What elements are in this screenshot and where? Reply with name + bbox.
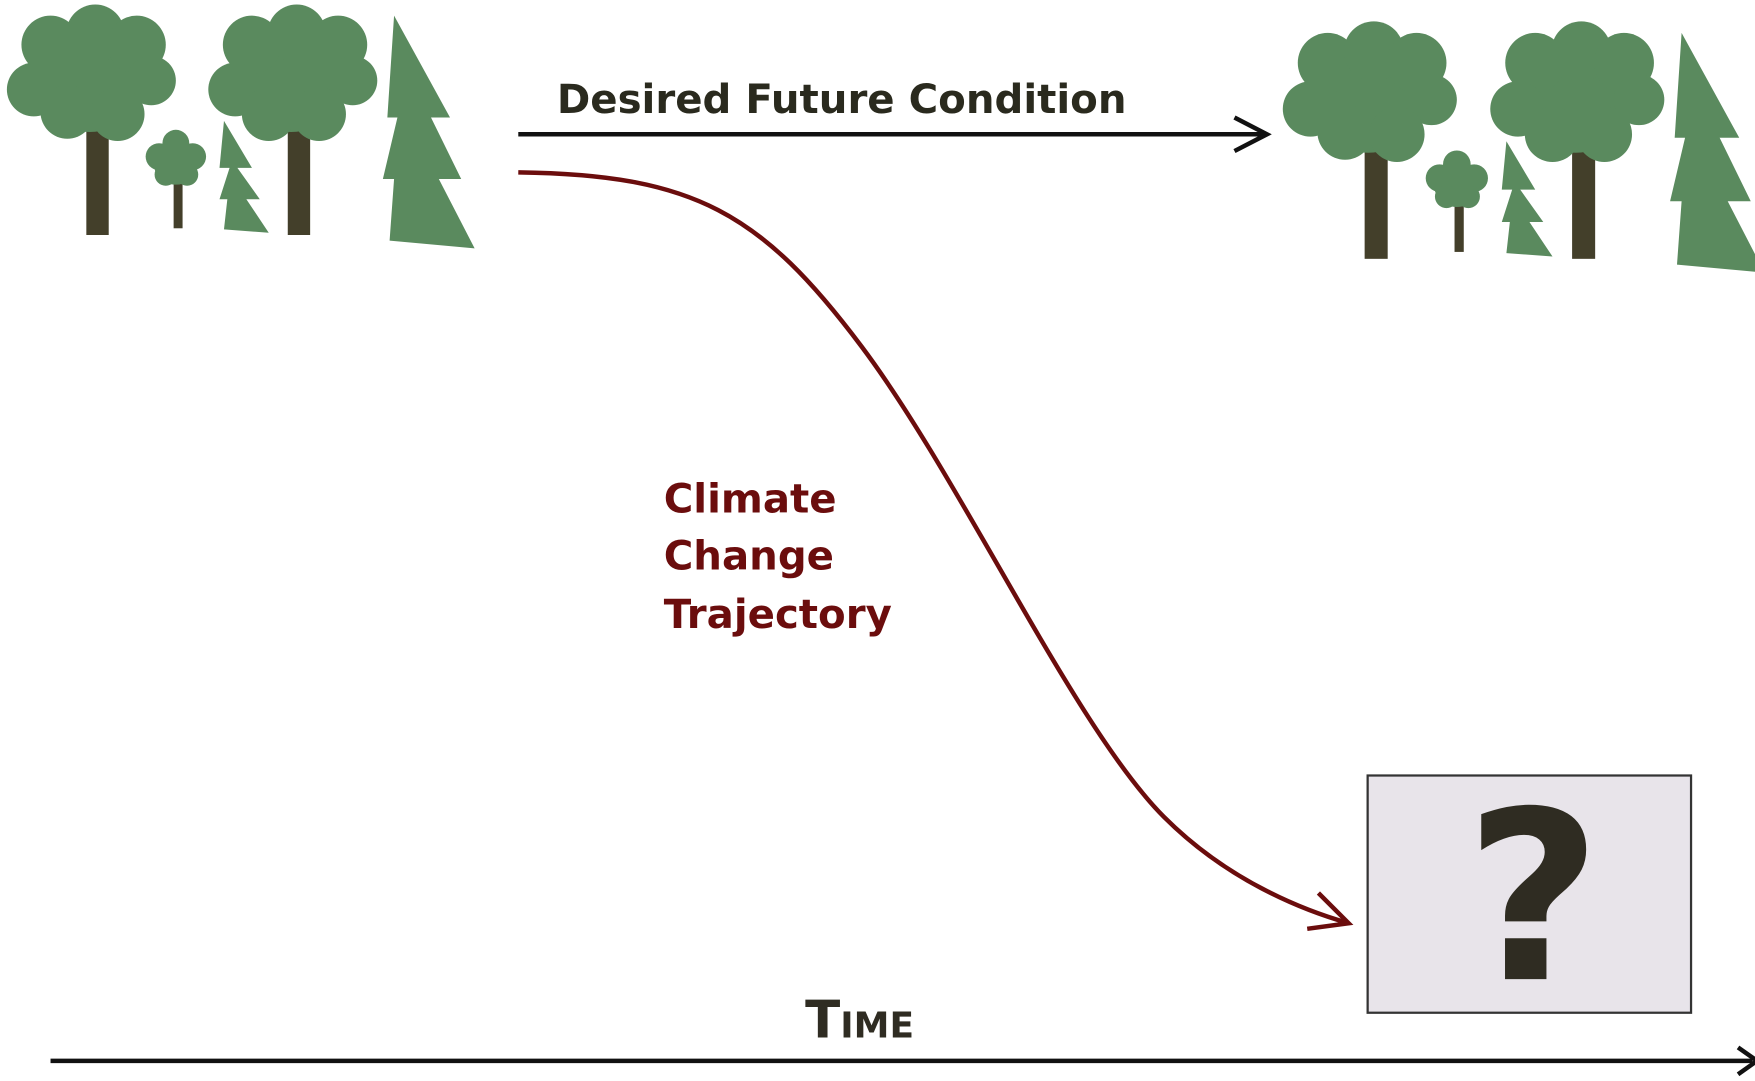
forest-now	[6, 4, 475, 249]
unknown-label: ?	[1465, 762, 1601, 1035]
desired-arrow	[518, 115, 1272, 154]
trajectory-line: Trajectory	[664, 592, 892, 638]
axis-label: Time	[805, 990, 914, 1050]
trajectory-line: Climate	[664, 477, 837, 523]
desired-label: Desired Future Condition	[557, 77, 1127, 123]
trajectory-line: Change	[664, 534, 834, 580]
time-axis	[50, 1045, 1755, 1077]
forest-future	[1282, 21, 1755, 273]
trajectory-arrow	[518, 170, 1354, 932]
unknown-box	[1366, 774, 1693, 1014]
